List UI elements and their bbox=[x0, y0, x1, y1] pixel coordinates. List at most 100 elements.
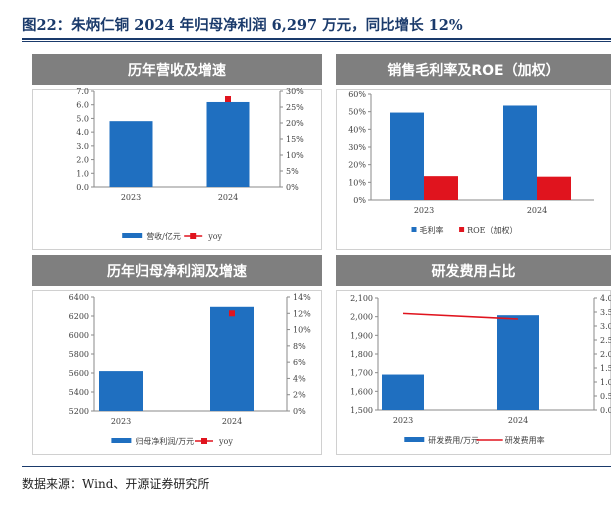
y-tick-label-left: 30% bbox=[348, 143, 366, 152]
y-tick-label-right: 10% bbox=[286, 151, 304, 160]
y-tick-label-right: 10% bbox=[293, 326, 311, 335]
y-tick-label-left: 5200 bbox=[69, 407, 89, 416]
line-series bbox=[402, 312, 519, 320]
chart-area bbox=[32, 89, 322, 250]
y-tick-label-left: 3.0 bbox=[76, 142, 89, 151]
y-tick-label-left: 60% bbox=[348, 90, 366, 99]
panel-title: 研发费用占比 bbox=[336, 255, 611, 286]
x-tick-label: 2023 bbox=[393, 416, 413, 425]
bar bbox=[109, 121, 153, 187]
y-tick-label-left: 40% bbox=[348, 125, 366, 134]
y-tick-label-left: 1,600 bbox=[350, 387, 373, 396]
figure-title: 图22：朱炳仁铜 2024 年归母净利润 6,297 万元，同比增长 12% bbox=[22, 17, 463, 34]
y-tick-label-left: 7.0 bbox=[76, 87, 89, 96]
y-tick-label-left: 2,000 bbox=[350, 313, 373, 322]
y-tick-label-left: 10% bbox=[348, 178, 366, 187]
bottom-rule bbox=[22, 466, 611, 467]
chart-area bbox=[32, 290, 322, 455]
point-marker bbox=[229, 310, 235, 317]
bar bbox=[537, 176, 571, 200]
y-tick-label-right: 8% bbox=[293, 342, 306, 351]
x-tick-label: 2024 bbox=[218, 193, 238, 202]
revenue-chart: 0.0 1.0 2.0 3.0 4.0 5.0 6.0 7.0 0% 5% 10% 15% 20% 25%… bbox=[76, 87, 304, 241]
x-tick-label: 2023 bbox=[121, 193, 141, 202]
y-tick-label-left: 1,500 bbox=[350, 406, 373, 415]
x-tick-label: 2024 bbox=[222, 417, 242, 426]
x-tick-label: 2024 bbox=[508, 416, 528, 425]
y-tick-label-left: 5400 bbox=[69, 388, 89, 397]
y-tick-label-left: 6400 bbox=[69, 293, 89, 302]
margin-panel: 销售毛利率及ROE（加权） 0% 10% 20% 30% 40% 50% 60% 2023 20… bbox=[336, 54, 611, 250]
rd-panel: 研发费用占比 1,500 1,600 1,700 1,800 1,900 2,000 2,1… bbox=[336, 255, 611, 455]
rd-chart: 1,500 1,600 1,700 1,800 1,900 2,000 2,100 0.0 0.… bbox=[350, 294, 611, 445]
y-tick-label-right: 4.0 bbox=[600, 294, 611, 303]
bar bbox=[497, 315, 539, 410]
y-tick-label-left: 1,700 bbox=[350, 369, 373, 378]
y-tick-label-left: 2,100 bbox=[350, 294, 373, 303]
legend-label: ROE（加权） bbox=[467, 225, 517, 235]
y-tick-label-right: 2.0 bbox=[600, 350, 611, 359]
y-tick-label-left: 4.0 bbox=[76, 128, 89, 137]
y-tick-label-left: 50% bbox=[348, 108, 366, 117]
x-tick-label: 2023 bbox=[111, 417, 131, 426]
y-tick-label-left: 0% bbox=[353, 196, 366, 205]
y-tick-label-right: 4% bbox=[293, 374, 306, 383]
y-tick-label-left: 5.0 bbox=[76, 114, 89, 123]
y-tick-label-left: 6000 bbox=[69, 331, 89, 340]
legend-label: yoy bbox=[207, 232, 222, 241]
y-tick-label-right: 20% bbox=[286, 119, 304, 128]
panel-title: 历年营收及增速 bbox=[32, 54, 322, 85]
title-rule-thin bbox=[22, 41, 611, 42]
y-tick-label-left: 6200 bbox=[69, 312, 89, 321]
legend-swatch bbox=[411, 227, 417, 232]
y-tick-label-right: 1.0 bbox=[600, 378, 611, 387]
x-tick-label: 2024 bbox=[527, 206, 547, 215]
bar bbox=[206, 101, 250, 187]
bar bbox=[424, 176, 458, 200]
y-tick-label-left: 0.0 bbox=[76, 183, 89, 192]
y-tick-label-right: 14% bbox=[293, 293, 311, 302]
y-tick-label-left: 1,800 bbox=[350, 350, 373, 359]
x-tick-label: 2023 bbox=[414, 206, 434, 215]
legend-swatch-marker bbox=[201, 438, 207, 444]
y-tick-label-left: 1,900 bbox=[350, 331, 373, 340]
legend-label: yoy bbox=[218, 437, 233, 446]
y-tick-label-right: 5% bbox=[286, 167, 299, 176]
bar bbox=[382, 374, 424, 410]
profit-panel: 历年归母净利润及增速 5200 5400 5600 5800 6000 6200 6400 0… bbox=[32, 255, 322, 455]
legend-label: 毛利率 bbox=[420, 225, 444, 235]
panel-title: 历年归母净利润及增速 bbox=[32, 255, 322, 286]
y-tick-label-left: 20% bbox=[348, 161, 366, 170]
y-tick-label-right: 15% bbox=[286, 135, 304, 144]
y-tick-label-right: 6% bbox=[293, 358, 306, 367]
y-tick-label-left: 5600 bbox=[69, 369, 89, 378]
y-tick-label-right: 2% bbox=[293, 391, 306, 400]
chart-area bbox=[336, 89, 611, 250]
bar bbox=[503, 105, 537, 200]
panel-title: 销售毛利率及ROE（加权） bbox=[336, 54, 611, 85]
legend-label: 研发费用率 bbox=[505, 435, 545, 445]
profit-chart: 5200 5400 5600 5800 6000 6200 6400 0% 2% 4% 6% 8% 10… bbox=[69, 293, 312, 446]
y-tick-label-right: 3.5 bbox=[600, 308, 611, 317]
legend-swatch bbox=[459, 227, 465, 232]
legend-swatch bbox=[111, 438, 132, 443]
legend-swatch bbox=[122, 233, 143, 238]
y-tick-label-right: 2.5 bbox=[600, 336, 611, 345]
y-tick-label-left: 6.0 bbox=[76, 101, 89, 110]
y-tick-label-right: 0.0 bbox=[600, 406, 611, 415]
margin-chart: 0% 10% 20% 30% 40% 50% 60% 2023 2024 毛利率 ROE（加权） bbox=[348, 90, 594, 235]
y-tick-label-right: 0% bbox=[286, 183, 299, 192]
point-marker bbox=[225, 96, 231, 102]
bar bbox=[99, 371, 143, 411]
y-tick-label-right: 1.5 bbox=[600, 364, 611, 373]
revenue-panel: 历年营收及增速 0.0 1.0 2.0 3.0 4.0 5.0 6.0 7.0 0% 5% 10% 1… bbox=[32, 54, 322, 250]
y-tick-label-left: 5800 bbox=[69, 350, 89, 359]
y-tick-label-left: 1.0 bbox=[76, 169, 89, 178]
legend-label: 归母净利润/万元 bbox=[135, 436, 194, 446]
y-tick-label-right: 0% bbox=[293, 407, 306, 416]
y-tick-label-right: 25% bbox=[286, 103, 304, 112]
bar bbox=[210, 306, 254, 411]
legend-label: 营收/亿元 bbox=[146, 231, 181, 241]
y-tick-label-right: 3.0 bbox=[600, 322, 611, 331]
legend-swatch bbox=[404, 437, 425, 442]
